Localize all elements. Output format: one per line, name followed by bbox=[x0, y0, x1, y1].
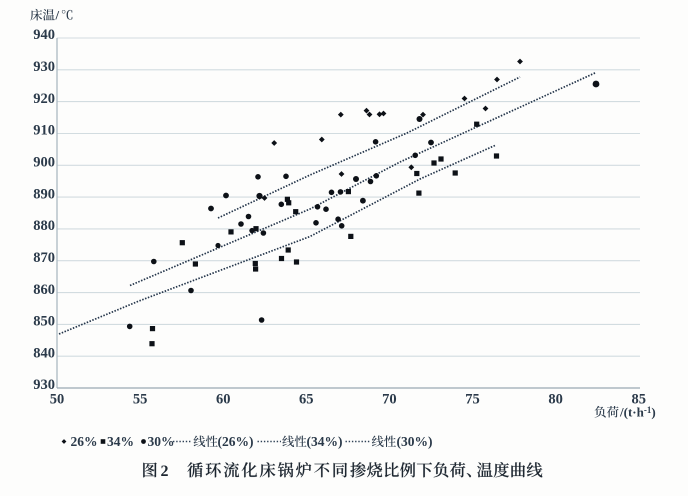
svg-text:2: 2 bbox=[161, 463, 169, 480]
svg-text:850: 850 bbox=[33, 314, 55, 330]
svg-text:55: 55 bbox=[133, 392, 148, 408]
svg-text:80: 80 bbox=[548, 392, 563, 408]
svg-text:910: 910 bbox=[33, 123, 55, 139]
svg-text:75: 75 bbox=[465, 392, 480, 408]
svg-text:65: 65 bbox=[299, 392, 314, 408]
svg-text:/: / bbox=[55, 8, 60, 23]
svg-text:860: 860 bbox=[33, 282, 55, 298]
svg-text:880: 880 bbox=[33, 218, 55, 234]
svg-text:930: 930 bbox=[33, 59, 55, 75]
svg-text:85: 85 bbox=[631, 392, 646, 408]
svg-text:940: 940 bbox=[33, 27, 55, 43]
svg-text:840: 840 bbox=[33, 345, 55, 361]
svg-text:60: 60 bbox=[216, 392, 231, 408]
svg-text:930: 930 bbox=[33, 377, 55, 393]
svg-text:(26%): (26%) bbox=[218, 434, 254, 449]
svg-text:890: 890 bbox=[33, 186, 55, 202]
svg-text:50: 50 bbox=[50, 392, 65, 408]
svg-text:34%: 34% bbox=[107, 434, 134, 449]
svg-text:870: 870 bbox=[33, 250, 55, 266]
svg-text:(30%): (30%) bbox=[397, 434, 433, 449]
svg-text:920: 920 bbox=[33, 91, 55, 107]
svg-text:30%: 30% bbox=[148, 434, 175, 449]
svg-text:(34%): (34%) bbox=[307, 434, 343, 449]
svg-text:70: 70 bbox=[382, 392, 397, 408]
svg-text:26%: 26% bbox=[71, 434, 98, 449]
svg-text:900: 900 bbox=[33, 155, 55, 171]
